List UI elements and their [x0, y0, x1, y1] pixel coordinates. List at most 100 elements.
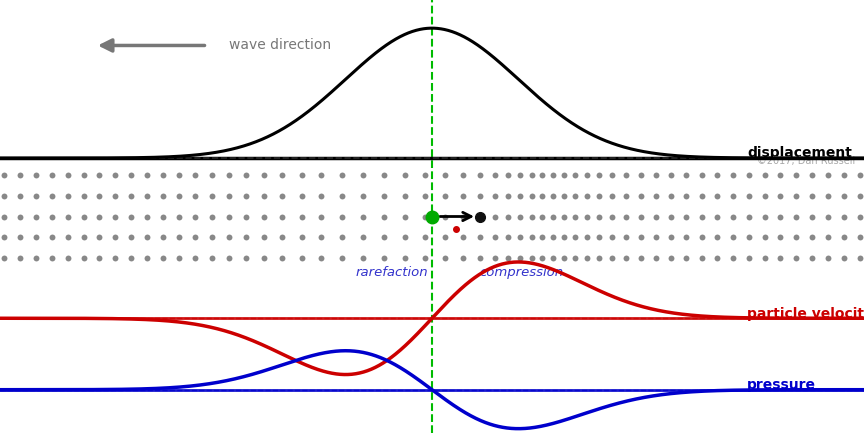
Point — [356, 254, 370, 261]
Point — [222, 192, 236, 199]
Point — [742, 192, 756, 199]
Point — [295, 234, 308, 241]
Point — [758, 172, 772, 179]
Point — [580, 213, 594, 220]
Point — [0, 254, 11, 261]
Point — [593, 234, 607, 241]
Point — [837, 192, 851, 199]
Point — [473, 192, 486, 199]
Point — [580, 254, 594, 261]
Point — [108, 172, 122, 179]
Point — [314, 192, 328, 199]
Point — [205, 234, 219, 241]
Point — [456, 213, 470, 220]
Point — [593, 172, 607, 179]
Point — [156, 213, 170, 220]
Point — [524, 254, 538, 261]
Point — [679, 234, 693, 241]
Point — [606, 172, 619, 179]
Point — [295, 213, 308, 220]
Point — [257, 234, 271, 241]
Point — [124, 254, 138, 261]
Point — [513, 192, 527, 199]
Point — [60, 213, 74, 220]
Point — [108, 213, 122, 220]
Point — [853, 192, 864, 199]
Point — [205, 172, 219, 179]
Point — [276, 254, 289, 261]
Point — [556, 172, 570, 179]
Point — [398, 172, 412, 179]
Point — [335, 172, 349, 179]
Point — [124, 234, 138, 241]
Point — [726, 234, 740, 241]
Point — [77, 192, 91, 199]
Point — [634, 192, 648, 199]
Point — [92, 234, 106, 241]
Point — [13, 213, 27, 220]
Point — [821, 192, 835, 199]
Point — [790, 213, 804, 220]
Point — [140, 234, 154, 241]
Point — [524, 213, 538, 220]
Point — [773, 172, 787, 179]
Point — [695, 192, 708, 199]
Point — [501, 213, 515, 220]
Point — [758, 213, 772, 220]
Point — [664, 254, 677, 261]
Point — [649, 172, 663, 179]
Point — [377, 192, 391, 199]
Point — [580, 192, 594, 199]
Point — [314, 254, 328, 261]
Point — [568, 172, 581, 179]
Point — [837, 254, 851, 261]
Point — [418, 192, 432, 199]
Point — [92, 254, 106, 261]
Point — [568, 213, 581, 220]
Point — [0, 172, 11, 179]
Point — [188, 172, 202, 179]
Text: rarefaction: rarefaction — [355, 266, 428, 279]
Point — [29, 254, 43, 261]
Point — [257, 213, 271, 220]
Point — [695, 254, 708, 261]
Point — [60, 234, 74, 241]
Point — [335, 254, 349, 261]
Point — [124, 213, 138, 220]
Point — [172, 234, 186, 241]
Point — [188, 234, 202, 241]
Point — [0, 234, 11, 241]
Point — [536, 172, 550, 179]
Point — [438, 234, 452, 241]
Point — [156, 192, 170, 199]
Point — [524, 172, 538, 179]
Point — [634, 234, 648, 241]
Point — [295, 192, 308, 199]
Point — [239, 234, 253, 241]
Point — [45, 172, 59, 179]
Point — [710, 234, 724, 241]
Point — [805, 213, 819, 220]
Point — [546, 172, 560, 179]
Point — [773, 234, 787, 241]
Point — [257, 254, 271, 261]
Point — [546, 213, 560, 220]
Text: compression: compression — [480, 266, 563, 279]
Point — [456, 172, 470, 179]
Point — [276, 172, 289, 179]
Point — [568, 192, 581, 199]
Point — [108, 234, 122, 241]
Point — [314, 234, 328, 241]
Point — [619, 172, 633, 179]
Point — [276, 192, 289, 199]
Point — [606, 234, 619, 241]
Point — [335, 213, 349, 220]
Point — [679, 213, 693, 220]
Point — [742, 254, 756, 261]
Point — [356, 213, 370, 220]
Point — [837, 234, 851, 241]
Point — [172, 254, 186, 261]
Point — [438, 192, 452, 199]
Point — [257, 192, 271, 199]
Point — [546, 254, 560, 261]
